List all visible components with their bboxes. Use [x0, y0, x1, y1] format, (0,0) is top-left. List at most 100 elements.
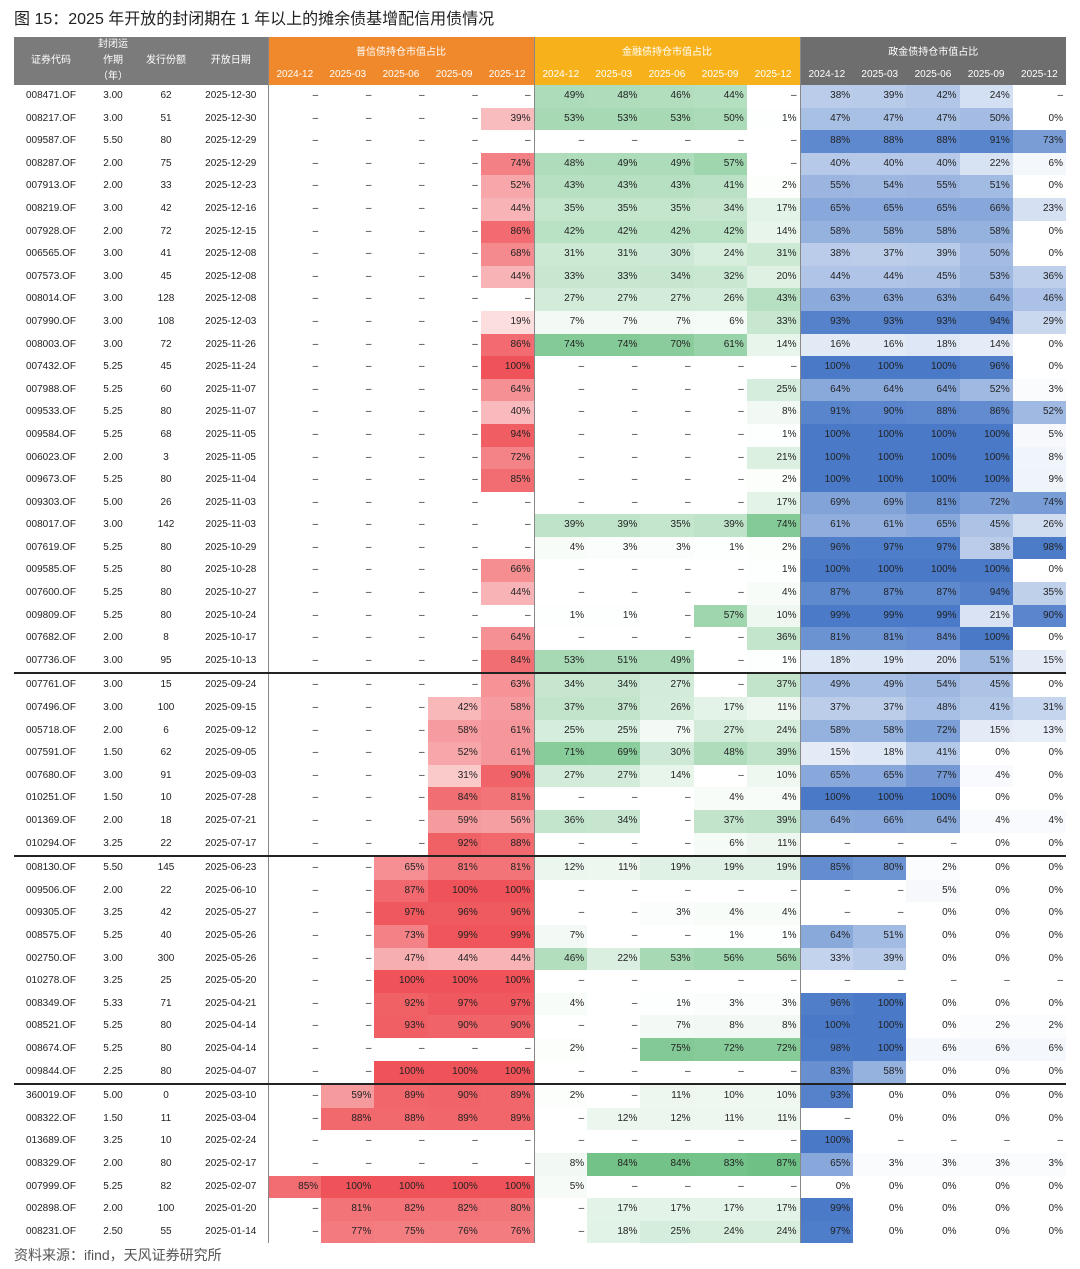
- percent-cell: 96%: [480, 902, 534, 925]
- percent-cell: 65%: [799, 197, 854, 221]
- percent-cell: 100%: [374, 1175, 428, 1199]
- cell: 80: [160, 587, 172, 599]
- percent-cell: 3%: [853, 1152, 907, 1176]
- percent-cell: 100%: [480, 356, 534, 379]
- percent-cell: 100%: [799, 1130, 854, 1153]
- cell: 2025-12-16: [205, 202, 257, 214]
- percent-cell: –: [472, 338, 478, 350]
- percent-cell: 3%: [746, 992, 800, 1016]
- percent-cell: 41%: [693, 175, 747, 198]
- cell: 008217.OF: [25, 112, 77, 124]
- percent-cell: 17%: [693, 1198, 747, 1221]
- percent-cell: 6%: [959, 1037, 1013, 1061]
- percent-cell: –: [267, 1060, 322, 1086]
- cell: 2025-11-04: [205, 474, 256, 486]
- cell: 008130.OF: [25, 862, 77, 874]
- percent-cell: –: [524, 293, 531, 305]
- percent-cell: 93%: [799, 1084, 854, 1108]
- percent-cell: –: [1057, 975, 1063, 987]
- percent-cell: 14%: [640, 764, 694, 788]
- percent-cell: 18%: [587, 1220, 641, 1244]
- cell: 2025-12-15: [205, 225, 257, 237]
- percent-cell: 35%: [587, 197, 641, 221]
- percent-cell: –: [738, 496, 744, 508]
- percent-cell: 8%: [533, 1152, 588, 1176]
- percent-cell: 19%: [640, 856, 694, 880]
- percent-cell: 36%: [1012, 265, 1066, 289]
- percent-cell: 50%: [693, 107, 747, 131]
- percent-cell: 24%: [746, 1220, 800, 1244]
- percent-cell: –: [533, 469, 588, 492]
- percent-cell: –: [472, 248, 478, 260]
- percent-cell: 34%: [693, 197, 747, 221]
- percent-cell: 100%: [853, 469, 907, 492]
- percent-cell: –: [587, 1060, 641, 1086]
- percent-cell: 87%: [374, 879, 428, 903]
- percent-cell: 1%: [746, 423, 800, 447]
- percent-cell: 0%: [1012, 787, 1066, 810]
- percent-cell: –: [365, 361, 372, 373]
- percent-cell: –: [533, 902, 588, 925]
- percent-cell: 1%: [640, 992, 694, 1016]
- percent-cell: 4%: [746, 787, 800, 810]
- cell: 2025-02-24: [205, 1135, 257, 1147]
- percent-cell: 100%: [906, 356, 960, 379]
- cell: 3.25: [103, 975, 123, 987]
- percent-cell: –: [419, 248, 425, 260]
- percent-cell: 32%: [693, 265, 747, 289]
- percent-cell: 30%: [640, 243, 694, 266]
- percent-cell: 51%: [959, 649, 1013, 675]
- percent-cell: –: [472, 361, 478, 373]
- percent-cell: 92%: [374, 992, 428, 1016]
- cell: 80: [160, 406, 172, 418]
- cell: 6: [163, 724, 169, 736]
- data-row: 009809.OF 5.25 80 2025-10-24– – – – –1% 1% –57% 10…: [14, 604, 1066, 628]
- percent-cell: –: [1057, 1135, 1063, 1147]
- percent-cell: –: [685, 632, 691, 644]
- cell: 010278.OF: [25, 975, 77, 987]
- percent-cell: –: [631, 135, 638, 147]
- cell: 007619.OF: [25, 541, 77, 553]
- percent-cell: –: [374, 832, 428, 858]
- data-row: 007913.OF 2.00 33 2025-12-23– – – –52% 43% 43% 43…: [14, 175, 1066, 198]
- percent-cell: 0%: [959, 856, 1013, 880]
- percent-cell: 17%: [693, 697, 747, 720]
- percent-cell: –: [472, 112, 478, 124]
- percent-cell: 56%: [693, 947, 747, 971]
- percent-cell: –: [897, 975, 904, 987]
- percent-cell: 100%: [799, 559, 854, 583]
- cell: 1.50: [103, 792, 123, 804]
- cell: 3.00: [103, 270, 123, 282]
- percent-cell: 27%: [640, 288, 694, 311]
- percent-cell: 0%: [906, 1220, 960, 1244]
- percent-cell: 36%: [533, 810, 588, 833]
- percent-cell: 11%: [746, 697, 800, 720]
- percent-cell: –: [267, 559, 322, 583]
- cell: 2025-11-05: [205, 428, 256, 440]
- percent-cell: 0%: [906, 1107, 960, 1131]
- cell: 2.00: [103, 815, 123, 826]
- cell: 008017.OF: [25, 519, 77, 531]
- percent-cell: 0%: [906, 924, 960, 948]
- percent-cell: 25%: [533, 719, 588, 743]
- cell: 2.00: [103, 884, 123, 896]
- percent-cell: 73%: [1012, 130, 1066, 153]
- percent-cell: 61%: [853, 514, 907, 537]
- percent-cell: 49%: [640, 649, 694, 675]
- percent-cell: 84%: [640, 1152, 694, 1176]
- percent-cell: 100%: [959, 627, 1013, 650]
- percent-cell: 64%: [906, 810, 960, 833]
- percent-cell: 61%: [693, 333, 747, 357]
- cell: 10: [160, 1135, 172, 1147]
- percent-cell: 1%: [587, 604, 641, 628]
- percent-cell: 0%: [1012, 924, 1066, 948]
- percent-cell: 1%: [693, 924, 747, 948]
- cell: 2025-11-03: [205, 496, 256, 508]
- percent-cell: 52%: [959, 378, 1013, 402]
- percent-cell: –: [419, 1042, 425, 1054]
- percent-cell: 75%: [640, 1037, 694, 1061]
- percent-cell: 51%: [959, 175, 1013, 198]
- percent-cell: –: [267, 243, 322, 266]
- percent-cell: 90%: [853, 401, 907, 424]
- cell: 3.00: [103, 769, 123, 781]
